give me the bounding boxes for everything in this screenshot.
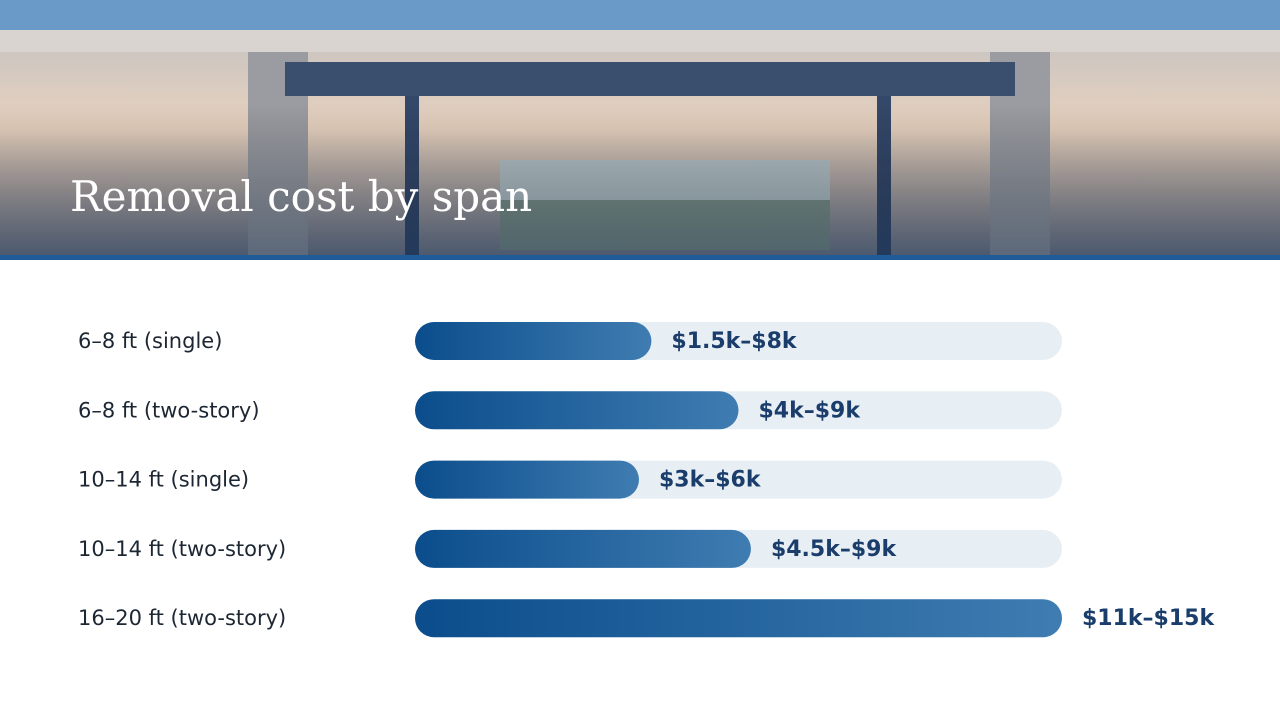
title: Removal cost by span [70, 172, 532, 221]
category-label: 6–8 ft (two-story) [78, 398, 260, 422]
value-label: $4k–$9k [759, 398, 862, 423]
bar [415, 599, 1062, 638]
value-label: $3k–$6k [659, 468, 762, 493]
bar [415, 529, 751, 568]
bar [415, 322, 652, 360]
value-label: $1.5k–$8k [671, 329, 798, 354]
header-image [0, 0, 1280, 260]
category-label: 10–14 ft (single) [78, 468, 249, 492]
value-label: $11k–$15k [1082, 606, 1215, 631]
category-label: 16–20 ft (two-story) [78, 606, 286, 630]
chart: 6–8 ft (single) $1.5k–$8k 6–8 ft (two-stor… [78, 322, 1215, 638]
category-label: 10–14 ft (two-story) [78, 537, 286, 561]
bar [415, 460, 639, 499]
category-label: 6–8 ft (single) [78, 329, 222, 353]
value-label: $4.5k–$9k [771, 537, 898, 562]
bar [415, 391, 739, 430]
